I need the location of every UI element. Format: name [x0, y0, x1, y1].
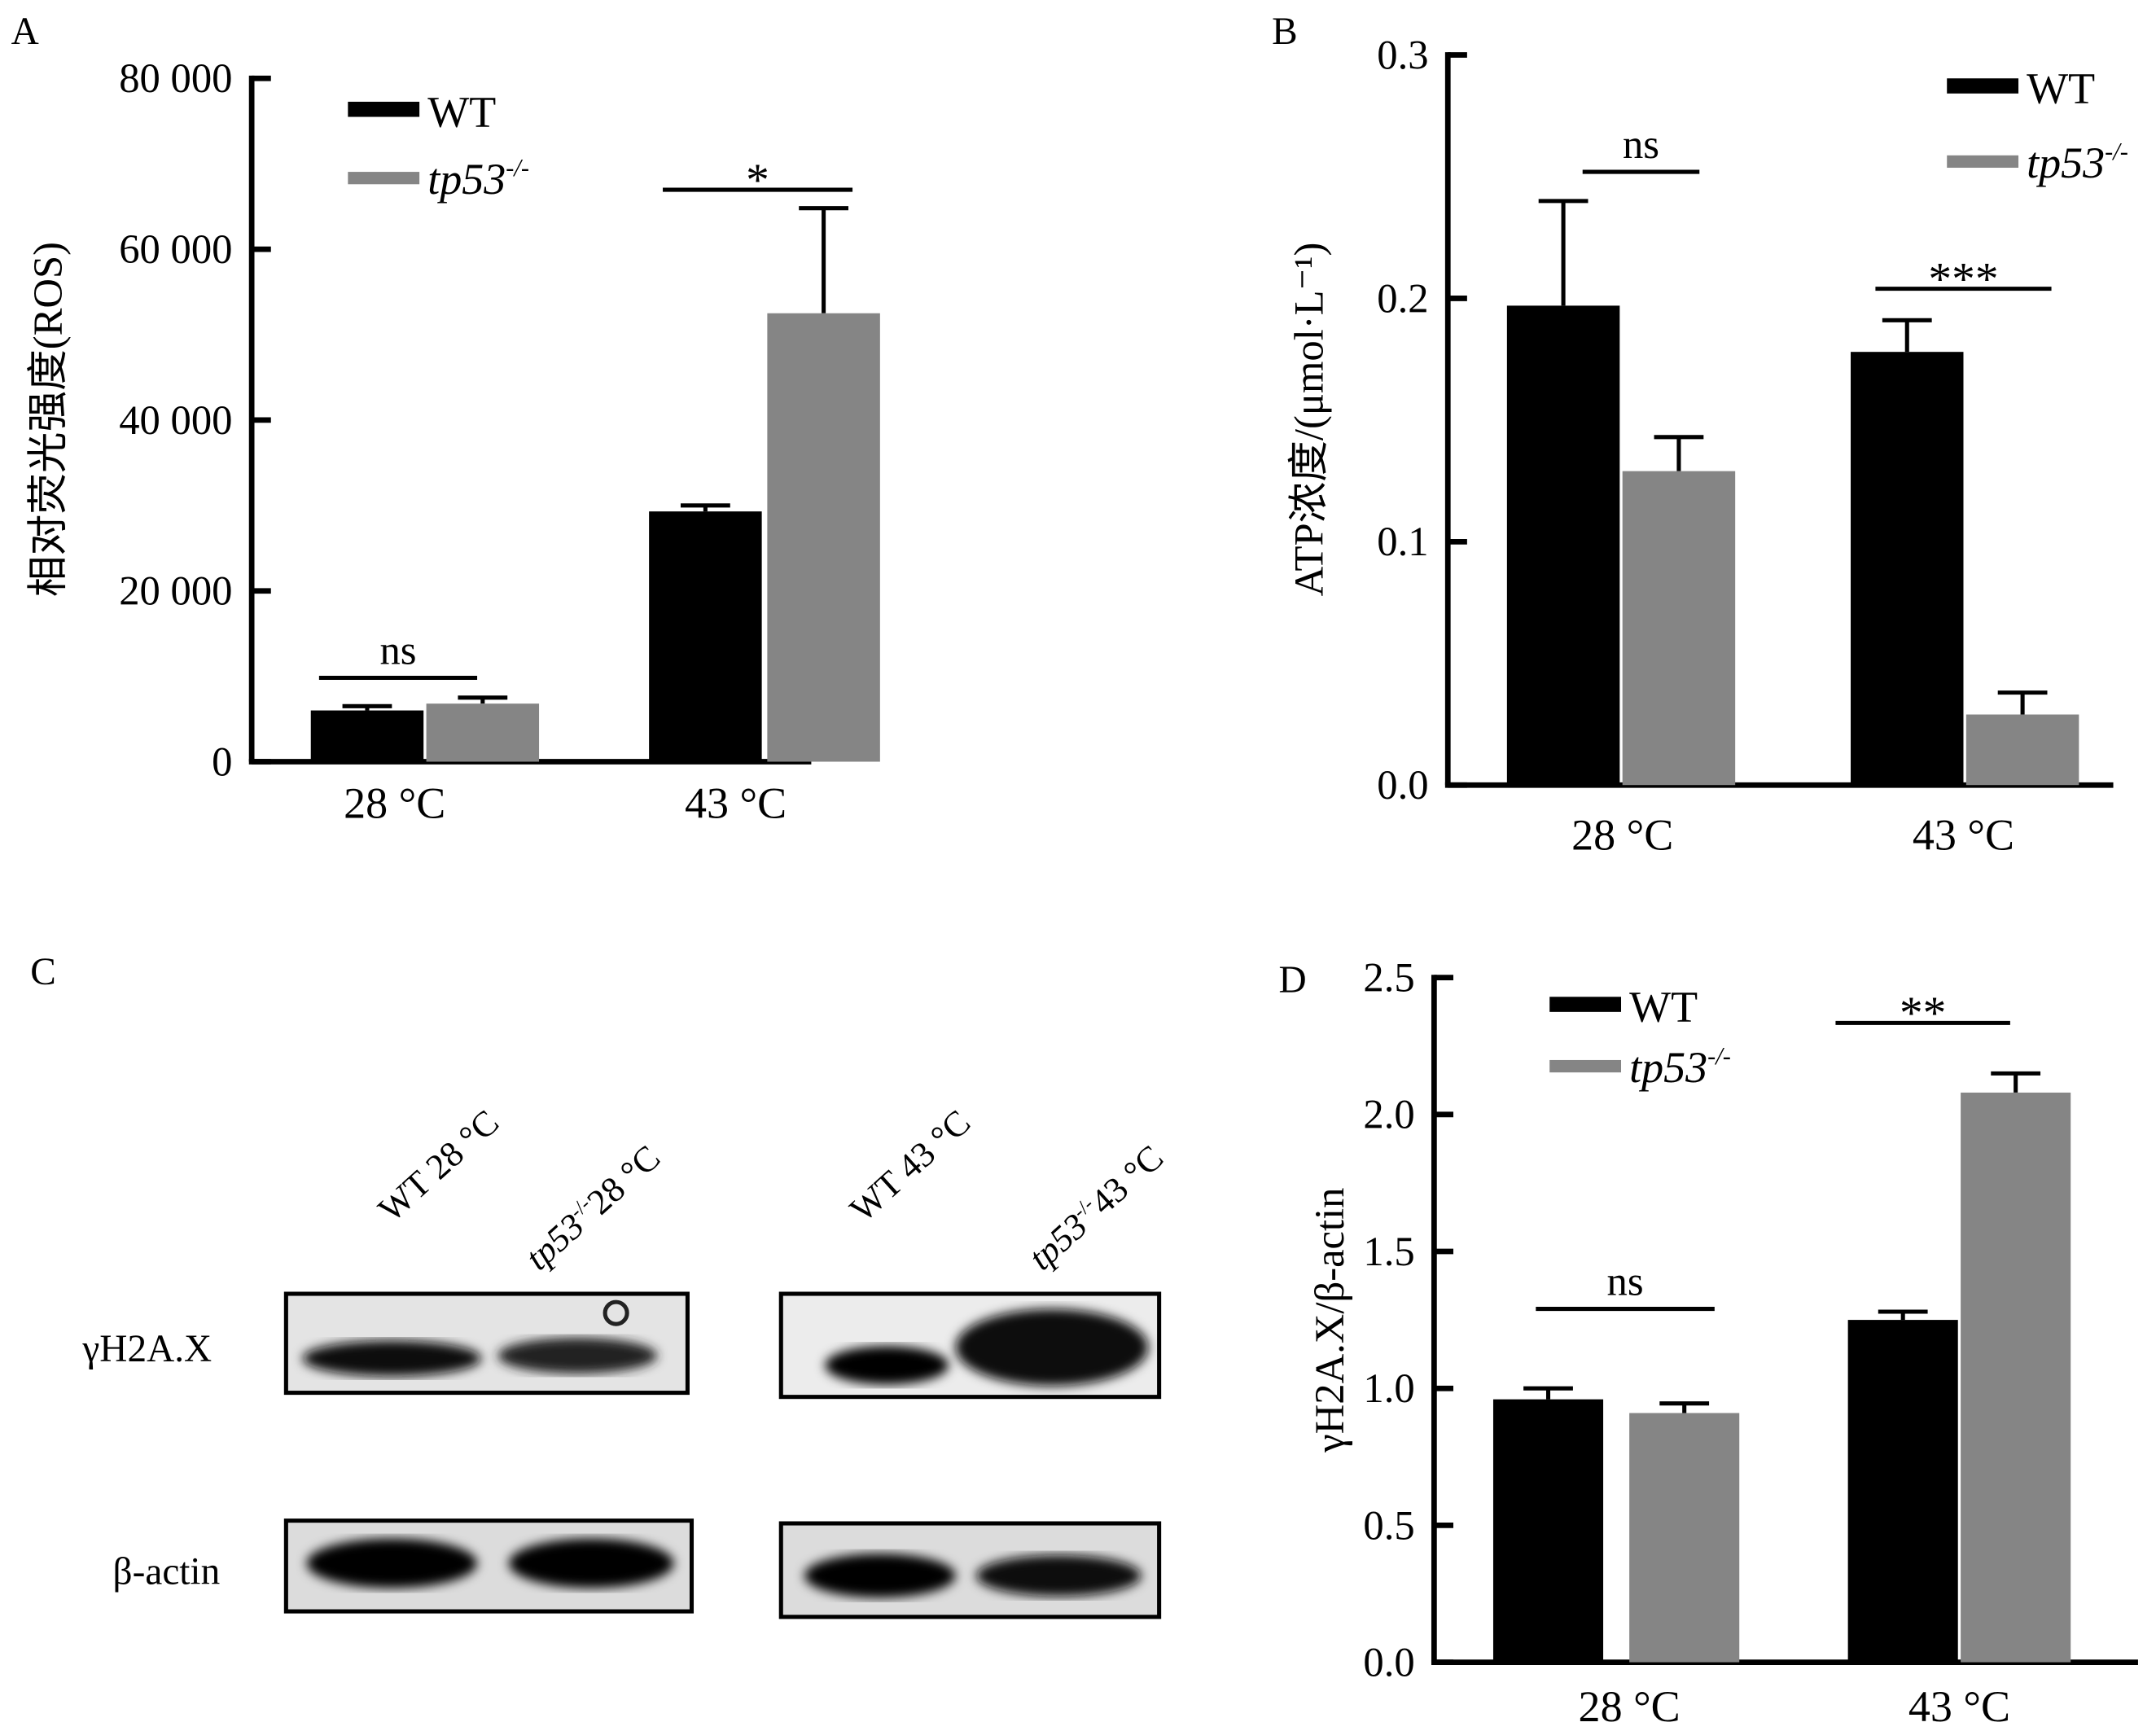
x-tick-label: 43 °C: [685, 779, 787, 828]
y-tick-label: 20 000: [119, 568, 232, 614]
blot-bactin-28: [283, 1518, 695, 1614]
row-label-bactin: β-actin: [113, 1550, 221, 1593]
chart-panel-d: 0.0 0.5 1.0 1.5 2.0 2.5 γH2A.X/β-actin 28 °C 43 …: [1307, 955, 2138, 1731]
bar-tp53-0: [1629, 1413, 1740, 1663]
blot-gh2ax-43: [778, 1291, 1162, 1400]
y-axis-label: 相对荧光强度(ROS): [25, 242, 71, 597]
panel-label-d: D: [1279, 959, 1307, 1001]
lane-label: tp53-/-43 °C: [1021, 1137, 1171, 1278]
legend-swatch-tp53: [1549, 1059, 1622, 1073]
significance-label: ns: [379, 628, 416, 673]
y-tick-label: 40 000: [119, 397, 232, 443]
row-label-gh2ax: γH2A.X: [81, 1328, 212, 1370]
legend-swatch-tp53: [348, 172, 420, 185]
significance-label: *: [746, 155, 769, 206]
y-tick-label: 0.0: [1363, 1639, 1414, 1685]
y-tick-label: 0.1: [1377, 519, 1428, 564]
significance-label: ***: [1928, 253, 1998, 305]
bar-wt-0: [310, 710, 424, 762]
legend-label-wt: WT: [2027, 64, 2095, 113]
significance-label: **: [1900, 988, 1946, 1039]
y-tick-label: 1.0: [1363, 1365, 1414, 1411]
panel-label-c: C: [30, 951, 56, 993]
bar-wt-1: [1847, 1320, 1958, 1663]
legend-swatch-wt: [1549, 997, 1622, 1012]
legend-swatch-wt: [348, 101, 420, 117]
x-tick-label: 28 °C: [344, 779, 445, 828]
western-blot: WT 28 °C tp53-/-28 °C WT 43 °C tp53-/-43…: [81, 1102, 1171, 1619]
bar-tp53-0: [1622, 471, 1736, 786]
y-tick-label: 2.0: [1363, 1092, 1414, 1137]
legend-label-wt: WT: [1629, 983, 1698, 1032]
lane-label: WT 43 °C: [843, 1102, 978, 1229]
blot-gh2ax-28: [283, 1291, 690, 1396]
x-tick-label: 43 °C: [1908, 1682, 2010, 1731]
x-tick-label: 28 °C: [1579, 1682, 1681, 1731]
y-tick-label: 2.5: [1363, 955, 1414, 1001]
chart-panel-b: 0.0 0.1 0.2 0.3 ATP浓度/(μmol·L⁻¹) 28 °C 43 °C ns…: [1286, 32, 2128, 859]
bar-tp53-1: [767, 313, 880, 762]
bar-tp53-1: [1961, 1092, 2071, 1663]
legend-swatch-tp53: [1947, 155, 2019, 169]
legend-swatch-wt: [1947, 78, 2019, 94]
y-axis-label: γH2A.X/β-actin: [1307, 1188, 1352, 1453]
bar-wt-1: [1851, 352, 1964, 786]
legend-label-tp53: tp53-/-: [2027, 138, 2128, 187]
y-tick-label: 0: [212, 738, 232, 784]
chart-panel-a: 0 20 000 40 000 60 000 80 000 相对荧光强度(ROS) 28 °…: [25, 55, 880, 828]
lane-label: tp53-/-28 °C: [518, 1137, 668, 1278]
bar-tp53-0: [426, 703, 540, 762]
y-tick-label: 0.2: [1377, 275, 1428, 321]
legend-label-tp53: tp53-/-: [1629, 1042, 1731, 1092]
significance-label: ns: [1623, 121, 1659, 167]
y-axis-label: ATP浓度/(μmol·L⁻¹): [1286, 243, 1332, 597]
y-tick-label: 0.3: [1377, 32, 1428, 77]
bar-wt-1: [649, 511, 762, 762]
y-tick-label: 0.5: [1363, 1502, 1414, 1548]
x-tick-label: 28 °C: [1571, 811, 1673, 860]
y-tick-label: 0.0: [1377, 762, 1428, 808]
x-tick-label: 43 °C: [1913, 811, 2014, 860]
y-tick-label: 60 000: [119, 226, 232, 272]
blot-bactin-43: [778, 1521, 1162, 1619]
panel-label-a: A: [11, 11, 39, 53]
y-tick-label: 1.5: [1363, 1229, 1414, 1274]
bar-wt-0: [1506, 305, 1620, 786]
y-tick-label: 80 000: [119, 55, 232, 101]
significance-label: ns: [1607, 1259, 1644, 1304]
bar-wt-0: [1492, 1399, 1604, 1663]
lane-label: WT 28 °C: [371, 1102, 506, 1229]
bar-tp53-1: [1965, 714, 2079, 786]
legend-label-wt: WT: [427, 87, 496, 136]
panel-label-b: B: [1272, 11, 1298, 53]
legend-label-tp53: tp53-/-: [427, 154, 529, 204]
